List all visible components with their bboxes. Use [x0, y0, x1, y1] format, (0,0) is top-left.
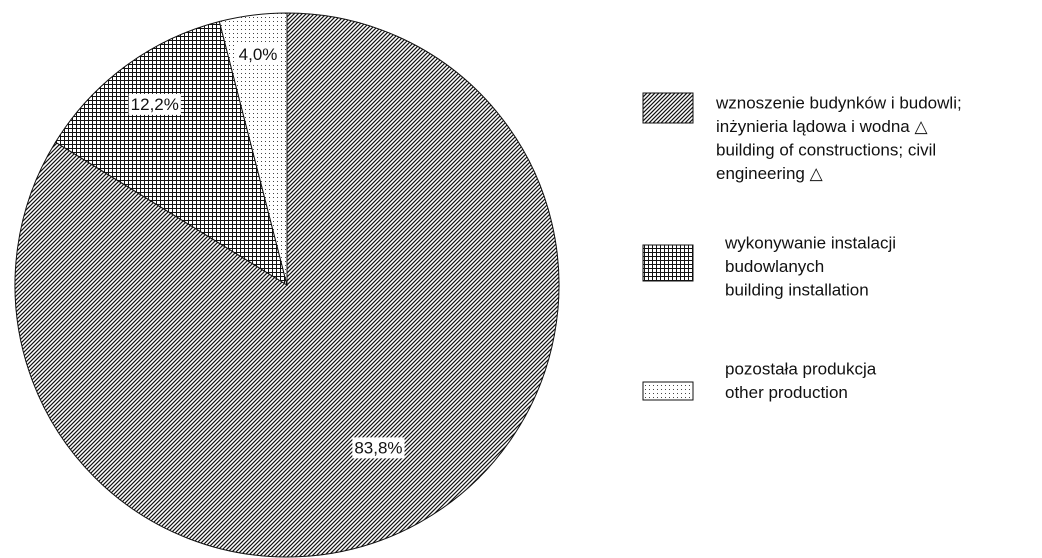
legend-label: building installation: [725, 280, 869, 299]
legend-label: pozostała produkcja: [725, 359, 877, 378]
legend-label: wykonywanie instalacji: [724, 233, 896, 252]
legend-label: budowlanych: [725, 257, 824, 276]
legend-label: building of constructions; civil: [716, 140, 936, 159]
legend-label: other production: [725, 383, 848, 402]
value-label-bg: [352, 437, 405, 459]
pie-slice: [14, 12, 560, 558]
value-label-bg: [128, 93, 181, 115]
legend-swatch: [642, 92, 694, 124]
legend-swatch: [642, 381, 694, 401]
legend-label: wznoszenie budynków i budowli;: [715, 93, 962, 112]
pie-slice: [218, 12, 288, 286]
legend-label: engineering △: [716, 164, 824, 183]
value-label: 4,0%: [239, 45, 278, 64]
legend-swatch: [642, 244, 694, 282]
legend-label: inżynieria lądowa i wodna △: [716, 117, 928, 136]
pie-slice: [54, 20, 288, 287]
value-label-bg: [236, 44, 280, 66]
value-label: 12,2%: [131, 95, 179, 114]
value-label: 83,8%: [354, 438, 402, 457]
